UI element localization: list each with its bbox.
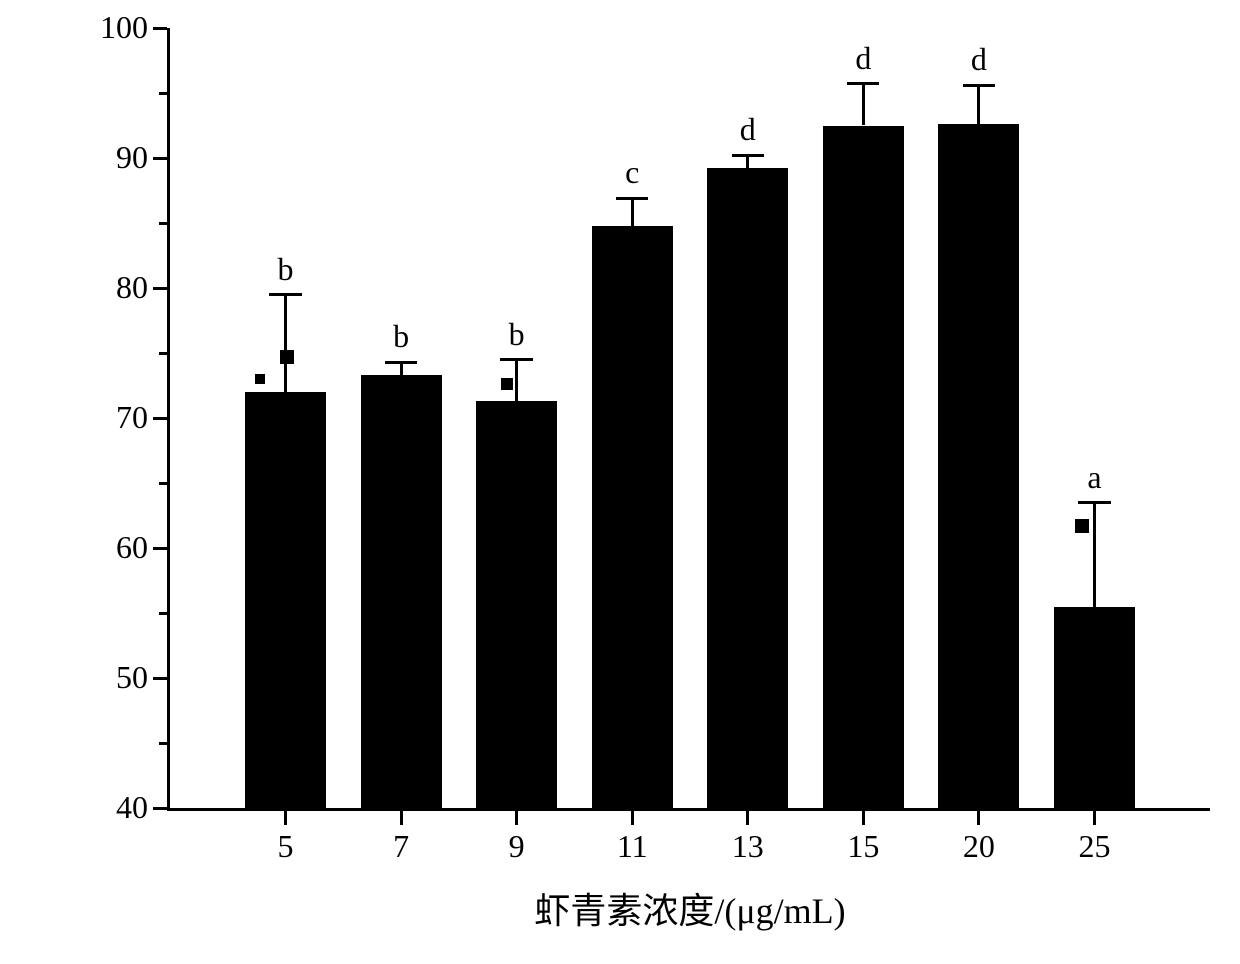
bar [361,375,442,808]
error-bar-stem [746,155,749,168]
y-minor-tick [159,482,167,485]
error-bar-cap [1078,501,1110,504]
error-bar-cap [732,154,764,157]
data-marker [255,374,265,384]
error-bar-stem [631,198,634,225]
x-tick-label: 11 [617,828,648,865]
bar [938,124,1019,808]
y-minor-tick [159,92,167,95]
error-bar-stem [515,360,518,402]
bar [245,392,326,808]
y-minor-tick [159,742,167,745]
significance-label: a [1087,459,1101,496]
bar [707,168,788,808]
x-tick-label: 13 [732,828,764,865]
error-bar-cap [269,293,301,296]
error-bar-cap [847,82,879,85]
significance-label: b [393,318,409,355]
y-major-tick [153,287,167,290]
x-tick-label: 9 [509,828,525,865]
x-tick [284,811,287,825]
significance-label: d [971,41,987,78]
error-bar-stem [977,85,980,124]
significance-label: b [278,251,294,288]
x-tick [862,811,865,825]
x-tick-label: 5 [278,828,294,865]
y-tick-label: 100 [100,9,148,46]
x-tick-label: 7 [393,828,409,865]
data-marker [1075,519,1089,533]
y-minor-tick [159,222,167,225]
error-bar-stem [284,295,287,393]
error-bar-cap [963,84,995,87]
bar [823,126,904,809]
x-tick [746,811,749,825]
y-tick-label: 90 [116,139,148,176]
bar [476,401,557,808]
error-bar-cap [385,361,417,364]
x-axis-line [167,808,1210,811]
error-bar-cap [500,358,532,361]
x-tick-label: 25 [1078,828,1110,865]
x-tick [977,811,980,825]
y-tick-label: 50 [116,659,148,696]
bar [1054,607,1135,809]
y-major-tick [153,807,167,810]
y-axis-line [167,28,170,811]
y-major-tick [153,547,167,550]
significance-label: d [740,111,756,148]
x-tick-label: 20 [963,828,995,865]
x-tick [515,811,518,825]
significance-label: c [625,154,639,191]
error-bar-stem [862,84,865,126]
x-tick-label: 15 [847,828,879,865]
y-major-tick [153,157,167,160]
bar-chart: 4050607080901005791113152025bbbcdddaDPPH… [0,0,1240,964]
data-marker [501,378,513,390]
y-tick-label: 40 [116,789,148,826]
y-major-tick [153,677,167,680]
y-major-tick [153,417,167,420]
x-tick [400,811,403,825]
x-axis-title: 虾青素浓度/(μg/mL) [534,882,845,934]
y-minor-tick [159,612,167,615]
bar [592,226,673,808]
x-tick [631,811,634,825]
y-tick-label: 60 [116,529,148,566]
x-tick [1093,811,1096,825]
error-bar-stem [400,362,403,375]
error-bar-cap [616,197,648,200]
y-major-tick [153,27,167,30]
y-tick-label: 80 [116,269,148,306]
y-minor-tick [159,352,167,355]
significance-label: b [509,316,525,353]
significance-label: d [855,40,871,77]
error-bar-stem [1093,503,1096,607]
data-marker [280,350,294,364]
y-tick-label: 70 [116,399,148,436]
